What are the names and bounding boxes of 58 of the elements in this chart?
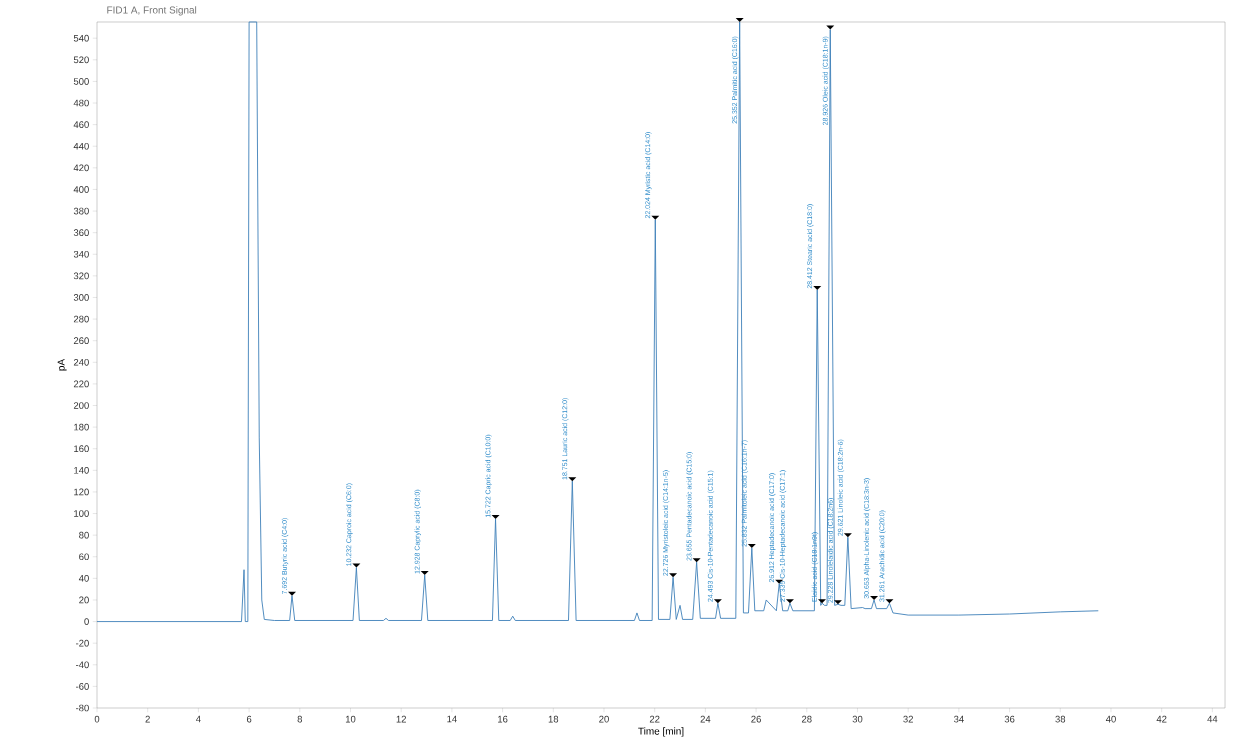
- y-tick-label: 280: [73, 315, 89, 323]
- y-tick-label: 440: [73, 142, 89, 150]
- x-tick-label: 22: [649, 715, 660, 723]
- x-tick-label: 14: [447, 715, 457, 723]
- x-tick-label: 10: [345, 715, 356, 723]
- y-tick-label: 60: [79, 553, 89, 561]
- x-tick-label: 18: [548, 715, 559, 723]
- y-tick-label: 540: [73, 34, 89, 42]
- y-tick-label: 400: [73, 186, 89, 193]
- y-tick-label: 0: [84, 618, 89, 625]
- y-tick-label: 340: [73, 250, 89, 258]
- x-tick-label: 6: [246, 715, 252, 723]
- x-tick-label: 4: [195, 715, 201, 723]
- y-tick-label: -60: [75, 683, 89, 690]
- y-tick-label: 100: [74, 510, 89, 517]
- x-tick-label: 30: [852, 715, 863, 723]
- y-tick-label: 460: [73, 121, 89, 128]
- x-tick-label: 38: [1055, 715, 1066, 723]
- y-tick-label: 80: [79, 531, 89, 539]
- y-tick-label: -20: [75, 639, 89, 647]
- x-tick-label: 42: [1156, 715, 1167, 723]
- x-tick-label: 36: [1004, 715, 1015, 723]
- x-tick-label: 12: [396, 715, 406, 723]
- y-tick-label: 480: [73, 99, 89, 107]
- y-axis-title: pA: [57, 358, 67, 371]
- x-tick-label: 34: [953, 715, 964, 723]
- x-tick-label: 24: [700, 715, 711, 723]
- y-tick-label: 500: [73, 78, 89, 85]
- chart-title: FID1 A, Front Signal: [107, 6, 197, 16]
- x-tick-label: 44: [1207, 715, 1218, 723]
- x-tick-label: 40: [1105, 715, 1116, 723]
- x-tick-label: 28: [801, 715, 812, 723]
- y-tick-label: 40: [78, 575, 89, 582]
- x-tick-label: 8: [297, 715, 303, 723]
- y-tick-label: 140: [74, 466, 89, 474]
- y-tick-label: 180: [74, 423, 89, 431]
- y-tick-label: 200: [73, 402, 89, 409]
- x-tick-label: 2: [145, 715, 150, 723]
- y-tick-label: 260: [73, 337, 89, 345]
- y-tick-label: 20: [79, 596, 89, 604]
- y-tick-label: 380: [73, 207, 89, 215]
- x-tick-label: 0: [94, 715, 100, 723]
- y-tick-label: 520: [73, 56, 89, 64]
- y-tick-label: 160: [74, 445, 89, 453]
- y-tick-label: -80: [75, 704, 89, 712]
- x-tick-label: 26: [751, 715, 761, 723]
- x-tick-label: 16: [498, 715, 508, 723]
- y-tick-label: 420: [73, 164, 89, 172]
- y-tick-label: 300: [73, 294, 89, 301]
- x-tick-label: 32: [903, 715, 913, 723]
- x-tick-label: 20: [599, 715, 609, 723]
- y-tick-label: -40: [75, 661, 89, 669]
- y-tick-label: 220: [73, 380, 89, 388]
- y-tick-label: 240: [73, 358, 89, 366]
- y-tick-label: 120: [74, 488, 89, 496]
- y-tick-label: 320: [73, 272, 89, 280]
- y-tick-label: 360: [73, 229, 89, 237]
- x-axis-title: Time [min]: [638, 727, 684, 737]
